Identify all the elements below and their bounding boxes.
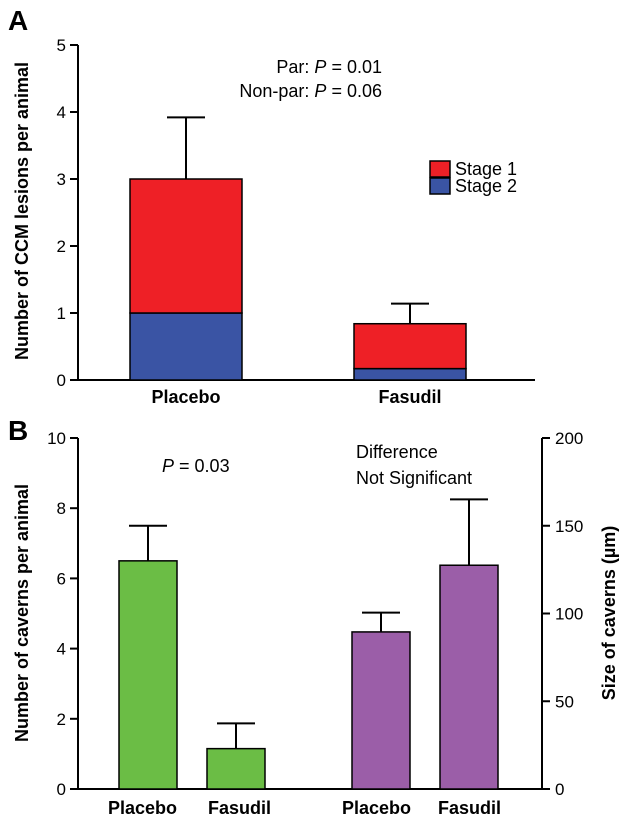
- panel-a-y-axis-label: Number of CCM lesions per animal: [12, 62, 32, 360]
- panel-a-bars: [129, 178, 467, 381]
- a-ytick-label: 3: [57, 170, 66, 189]
- panel-a-annotation: Par: P = 0.01 Non-par: P = 0.06: [239, 57, 382, 101]
- a-category-label: Fasudil: [378, 387, 441, 407]
- legend-swatch-stage-1: [429, 160, 451, 178]
- panel-b-category-labels: Placebo Fasudil Placebo Fasudil: [108, 798, 501, 818]
- a-bar-fasudil-stage-2: [353, 367, 467, 381]
- b-right-ytick-label: 200: [555, 429, 583, 448]
- panel-a-y-ticks: 0 1 2 3 4 5: [57, 36, 78, 390]
- a-ytick-label: 4: [57, 103, 66, 122]
- panel-b-left-y-ticks: 0 2 4 6 8 10: [47, 429, 78, 799]
- panel-b-right-y-axis-label: Size of caverns (µm): [599, 526, 619, 700]
- panel-b-right-annotation-line-1: Difference: [356, 442, 438, 462]
- legend-label-stage-1: Stage 1: [455, 159, 517, 179]
- b-left-ytick-label: 10: [47, 429, 66, 448]
- nonpar-label: Non-par:: [239, 81, 309, 101]
- panel-a-category-labels: Placebo Fasudil: [151, 387, 441, 407]
- b-right-ytick-label: 0: [555, 780, 564, 799]
- legend-swatch-stage-2: [429, 177, 451, 195]
- b-left-ytick-label: 8: [57, 499, 66, 518]
- b-category-label: Placebo: [108, 798, 177, 818]
- par-label: Par:: [276, 57, 309, 77]
- b-bar-group2-fasudil: [439, 564, 499, 790]
- par-value: = 0.01: [331, 57, 382, 77]
- b-bar-group1-placebo: [118, 560, 178, 790]
- a-ytick-label: 5: [57, 36, 66, 55]
- panel-a-error-bars: [167, 116, 429, 324]
- b-right-ytick-label: 100: [555, 605, 583, 624]
- b-left-ytick-label: 2: [57, 710, 66, 729]
- panel-b-right-y-ticks: 0 50 100 150 200: [542, 429, 583, 799]
- panel-a-legend: Stage 1 Stage 2: [429, 159, 517, 196]
- panel-b-error-bars: [129, 498, 488, 749]
- panel-b: B Number of caverns per animal Size of c…: [8, 415, 619, 818]
- panel-a-annotation-line-1: Par: P = 0.01: [276, 57, 382, 77]
- a-bar-placebo-stage-1: [129, 178, 243, 314]
- b-category-label: Fasudil: [438, 798, 501, 818]
- legend-label-stage-2: Stage 2: [455, 176, 517, 196]
- b-p-value: = 0.03: [179, 456, 230, 476]
- b-category-label: Fasudil: [208, 798, 271, 818]
- b-right-ytick-label: 50: [555, 692, 574, 711]
- panel-a-annotation-line-2: Non-par: P = 0.06: [239, 81, 382, 101]
- a-ytick-label: 0: [57, 371, 66, 390]
- nonpar-p: P: [314, 81, 326, 101]
- b-bar-group2-placebo: [351, 631, 411, 790]
- panel-b-letter: B: [8, 415, 28, 446]
- a-bar-placebo-stage-2: [129, 312, 243, 381]
- panel-b-right-annotation-line-2: Not Significant: [356, 468, 472, 488]
- panel-b-bars: [118, 560, 499, 790]
- panel-a-letter: A: [8, 5, 28, 36]
- par-p: P: [314, 57, 326, 77]
- panel-b-left-y-axis-label: Number of caverns per animal: [12, 484, 32, 742]
- a-ytick-label: 1: [57, 304, 66, 323]
- b-left-ytick-label: 4: [57, 640, 66, 659]
- panel-a: A Number of CCM lesions per animal 0 1 2 3 4…: [8, 5, 535, 407]
- b-bar-group1-fasudil: [206, 747, 266, 790]
- b-left-ytick-label: 0: [57, 780, 66, 799]
- a-bar-fasudil-stage-1: [353, 322, 467, 370]
- b-p: P: [162, 456, 174, 476]
- a-category-label: Placebo: [151, 387, 220, 407]
- b-left-ytick-label: 6: [57, 569, 66, 588]
- panel-b-left-annotation: P = 0.03: [162, 456, 230, 476]
- nonpar-value: = 0.06: [331, 81, 382, 101]
- b-right-ytick-label: 150: [555, 517, 583, 536]
- b-category-label: Placebo: [342, 798, 411, 818]
- a-ytick-label: 2: [57, 237, 66, 256]
